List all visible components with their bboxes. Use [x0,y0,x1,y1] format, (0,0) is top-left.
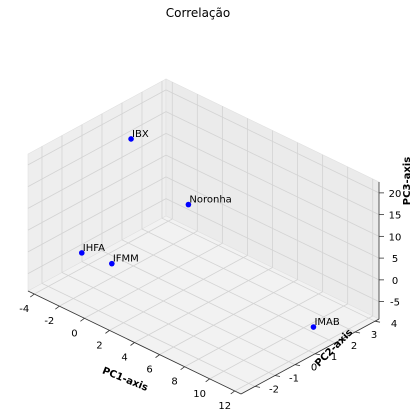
x-tick-mark [205,378,210,383]
x-tick-label: 6 [146,365,152,376]
y-gridline-floor [121,239,336,344]
x-gridline-floor [109,255,248,331]
point-label-noronha: Noronha [189,195,231,206]
y-tick-label: -2 [269,384,279,395]
x-tick-mark [155,354,160,358]
z-gridline-left [27,154,167,231]
z-gridline-back [165,198,380,302]
y-tick-label: -1 [289,374,299,385]
data-points: IBX Noronha IHFA IFMM IMAB [78,129,340,330]
y-tick-mark [314,353,321,356]
data-point-ibx [128,136,134,142]
x-gridline-floor [134,267,273,343]
z-gridline-back [165,89,380,194]
data-point-noronha [185,201,192,208]
y-gridline-floor [161,217,376,322]
y-gridline-floor [61,272,276,376]
y-tick-label: 2 [351,341,357,352]
y-tick-mark [254,385,261,388]
x-gridline-floor [159,279,298,355]
x-tick-label: 2 [96,340,102,351]
z-tick-label: -5 [390,298,400,309]
x-tick-label: 0 [71,328,77,339]
y-tick-mark [334,342,341,345]
x-tick-label: 10 [193,389,206,400]
point-label-ifmm: IFMM [113,254,139,265]
x-gridline-floor [209,303,348,380]
grid-lines [27,81,380,392]
y-gridline-floor [41,283,256,387]
z-gridline-left [27,133,167,209]
z-tick-label: 5 [392,254,398,265]
z-gridline-back [165,154,380,259]
x-gridline-floor [34,218,173,295]
y-ticks: -2 -1 0 1 2 3 4 [254,319,397,395]
y-tick-label: 3 [371,330,377,341]
y-gridline-floor [81,261,296,366]
z-tick-label: 15 [389,211,402,222]
x-tick-mark [105,330,110,334]
x-tick-mark [30,293,35,298]
point-label-imab: IMAB [314,317,339,328]
chart-title: Correlação [166,6,230,20]
z-ticks: -5 0 5 10 15 20 [379,189,401,309]
y-tick-mark [354,331,361,334]
z-gridline-left [27,198,167,274]
x-tick-label: 4 [121,353,127,364]
z-axis-label: PC3-axis [402,157,413,205]
x-axis-label: PC1-axis [100,366,149,394]
y-tick-mark [274,375,281,377]
x-tick-mark [230,390,235,395]
x-tick-label: -4 [19,304,29,315]
y-tick-mark [374,320,381,323]
z-gridline-left [27,89,167,166]
y-tick-mark [294,364,301,367]
x-tick-label: -2 [44,316,54,327]
x-gridline-floor [184,291,323,368]
x-gridline-floor [84,242,223,319]
x-tick-mark [130,342,135,346]
y-tick-label: 0 [311,363,317,374]
z-gridline-back [165,111,380,215]
z-tick-label: 20 [389,189,402,200]
z-gridline-back [165,176,380,281]
z-tick-label: 10 [389,232,402,243]
point-label-ibx: IBX [132,129,149,140]
y-gridline-floor [141,228,356,333]
x-gridline-floor [59,230,198,307]
y-axis-line [240,318,380,395]
point-label-ihfa: IHFA [83,243,105,254]
x-ticks: -4 -2 0 2 4 6 8 10 12 [19,293,235,411]
x-gridline-floor [234,315,373,392]
z-gridline-left [27,176,167,253]
x-tick-label: 8 [171,377,177,388]
z-tick-label: 0 [392,276,398,287]
y-gridline-floor [101,250,316,355]
z-gridline-left [27,111,167,187]
x-tick-mark [55,305,60,310]
x-tick-mark [180,366,185,371]
x-tick-mark [80,317,85,322]
y-tick-label: 4 [391,319,397,330]
x-tick-label: 12 [218,401,231,411]
data-point-ifmm [109,260,115,267]
y-tick-label: 1 [331,352,337,363]
z-gridline-back [165,133,380,237]
data-point-ihfa [78,250,85,256]
data-point-imab [310,324,317,330]
